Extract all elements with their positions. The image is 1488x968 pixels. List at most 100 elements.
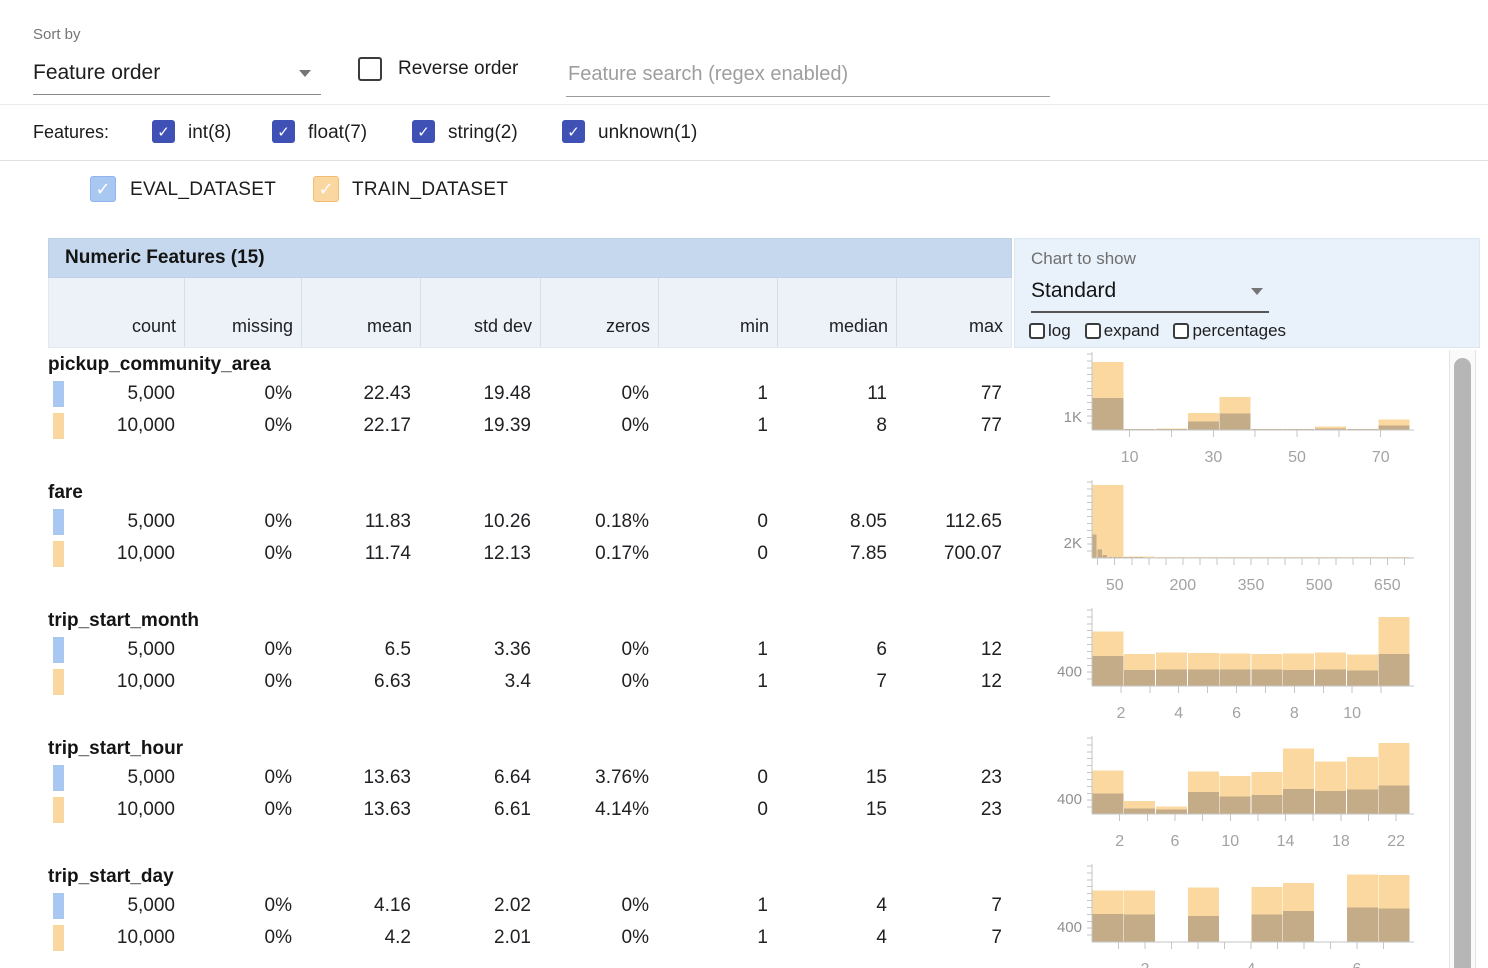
svg-text:2: 2 [1116, 705, 1125, 722]
train-stat: 15 [865, 799, 887, 820]
train-stat: 1 [757, 415, 768, 436]
chart-type-value: Standard [1031, 279, 1117, 302]
svg-text:22: 22 [1387, 833, 1405, 850]
train-stats-row: 10,000 0% 11.74 12.13 0.17% 0 7.85 700.07 [48, 538, 1012, 570]
chart-controls-panel: Chart to show Standard log expand percen… [1014, 238, 1480, 348]
eval-stat: 5,000 [127, 895, 175, 916]
eval-stats-row: 5,000 0% 13.63 6.64 3.76% 0 15 23 [48, 762, 1012, 794]
svg-text:500: 500 [1306, 577, 1333, 594]
train-stat: 10,000 [116, 927, 175, 948]
percentages-checkbox[interactable] [1173, 323, 1190, 339]
eval-stat: 0% [264, 767, 292, 788]
svg-text:650: 650 [1374, 577, 1401, 594]
eval-color-swatch [53, 381, 64, 407]
train-stat: 0 [757, 799, 768, 820]
eval-stat: 112.65 [945, 511, 1002, 532]
eval-stat: 0% [621, 639, 649, 660]
percentages-label: percentages [1192, 321, 1287, 340]
train-stat: 0% [264, 927, 292, 948]
expand-checkbox[interactable] [1084, 323, 1101, 339]
eval-stat: 0% [264, 895, 292, 916]
unknown-checkbox[interactable]: ✓ [562, 120, 585, 143]
col-count: count [131, 316, 176, 336]
eval-stat: 1 [757, 383, 768, 404]
train-color-swatch [53, 413, 64, 439]
scrollbar-thumb[interactable] [1454, 358, 1471, 968]
eval-dataset-label: EVAL_DATASET [130, 179, 277, 200]
histogram-trip_start_month: 400 2 4 6 8 10 [1014, 604, 1454, 732]
eval-stat: 0 [757, 767, 768, 788]
train-stat: 0% [621, 415, 649, 436]
feature-block: fare 5,000 0% 11.83 10.26 0.18% 0 8.05 112.65 1… [48, 476, 1012, 604]
feature-block: trip_start_day 5,000 0% 4.16 2.02 0% 1 4 7 10,0… [48, 860, 1012, 968]
train-stats-row: 10,000 0% 4.2 2.01 0% 1 4 7 [48, 922, 1012, 954]
train-stat: 10,000 [116, 543, 175, 564]
svg-text:50: 50 [1288, 449, 1306, 466]
eval-stat: 6.64 [494, 767, 531, 788]
svg-text:400: 400 [1057, 919, 1082, 936]
chart-type-select[interactable]: Standard [1031, 275, 1269, 313]
eval-stat: 8.05 [850, 511, 887, 532]
float-checkbox[interactable]: ✓ [272, 120, 295, 143]
train-stat: 0% [264, 415, 292, 436]
int-checkbox[interactable]: ✓ [152, 120, 175, 143]
train-stat: 0 [757, 543, 768, 564]
svg-text:6: 6 [1171, 833, 1180, 850]
chart-toggles: log expand percentages [1029, 321, 1286, 341]
eval-stat: 11 [867, 383, 887, 404]
eval-stat: 6 [876, 639, 887, 660]
col-std-dev: std dev [420, 278, 540, 347]
eval-stat: 1 [757, 639, 768, 660]
eval-stat: 2.02 [494, 895, 531, 916]
dataset-legend: ✓ EVAL_DATASET ✓ TRAIN_DATASET [0, 160, 1488, 238]
col-min: min [658, 278, 777, 347]
histogram-pickup_community_area: 1K 10 30 50 70 [1014, 348, 1454, 476]
train-stat: 0% [264, 799, 292, 820]
train-stat: 19.39 [483, 415, 531, 436]
eval-stats-row: 5,000 0% 4.16 2.02 0% 1 4 7 [48, 890, 1012, 922]
toolbar: Sort by Feature order Reverse order [0, 0, 1488, 105]
feature-block: trip_start_month 5,000 0% 6.5 3.36 0% 1 6 12 10… [48, 604, 1012, 732]
reverse-order-label: Reverse order [398, 58, 519, 79]
sort-by-value: Feature order [33, 61, 161, 84]
eval-dataset-checkbox[interactable]: ✓ [90, 176, 116, 202]
reverse-order-checkbox[interactable] [358, 57, 382, 81]
features-label: Features: [33, 122, 110, 142]
eval-stat: 0 [757, 511, 768, 532]
eval-color-swatch [53, 765, 64, 791]
train-stat: 1 [757, 927, 768, 948]
svg-text:10: 10 [1343, 705, 1361, 722]
train-stat: 2.01 [494, 927, 531, 948]
svg-text:6: 6 [1232, 705, 1241, 722]
svg-text:350: 350 [1238, 577, 1265, 594]
svg-text:400: 400 [1057, 664, 1082, 681]
train-stat: 6.61 [494, 799, 531, 820]
train-dataset-label: TRAIN_DATASET [352, 179, 509, 200]
eval-stat: 22.43 [363, 383, 411, 404]
train-stat: 7.85 [850, 543, 887, 564]
feature-search-input[interactable] [566, 52, 1050, 97]
train-stat: 10,000 [116, 799, 175, 820]
train-color-swatch [53, 669, 64, 695]
string-checkbox[interactable]: ✓ [412, 120, 435, 143]
feature-type-filter-bar: Features: ✓ int(8) ✓ float(7) ✓ string(2… [0, 105, 1488, 161]
histogram-fare: 2K 50 200 350 500 650 [1014, 476, 1454, 604]
train-stat: 10,000 [116, 415, 175, 436]
train-stat: 13.63 [363, 799, 411, 820]
eval-stat: 12 [980, 639, 1002, 660]
log-toggle: log [1029, 321, 1071, 341]
log-checkbox[interactable] [1029, 323, 1045, 339]
train-stat: 7 [991, 927, 1002, 948]
sort-by-select[interactable]: Feature order [33, 56, 321, 95]
eval-stat: 0% [621, 383, 649, 404]
eval-stat: 1 [757, 895, 768, 916]
histogram-trip_start_day: 400 2 4 6 [1014, 860, 1454, 968]
percentages-toggle: percentages [1173, 321, 1286, 341]
train-stat: 4.2 [384, 927, 411, 948]
train-stat: 0.17% [595, 543, 649, 564]
train-dataset-checkbox[interactable]: ✓ [313, 176, 339, 202]
sort-by-label: Sort by [33, 26, 81, 43]
log-label: log [1048, 321, 1071, 340]
svg-text:30: 30 [1204, 449, 1222, 466]
